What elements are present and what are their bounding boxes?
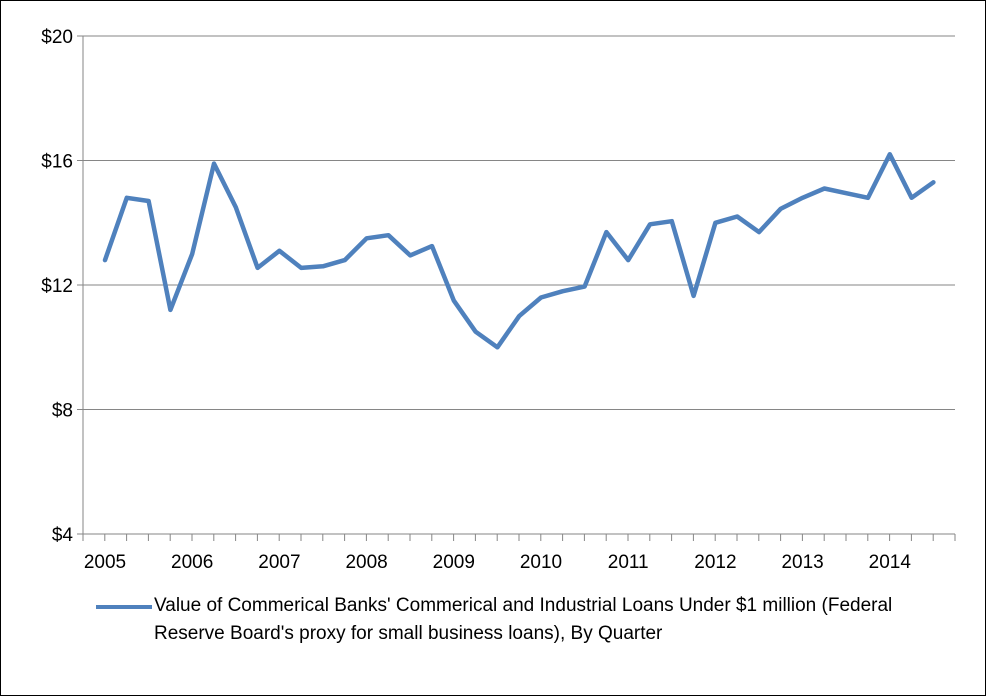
x-tick-label: 2008 <box>345 552 387 573</box>
x-tick-label: 2010 <box>520 552 562 573</box>
series-line-0 <box>102 152 936 350</box>
y-axis-ticks: $4 $8 $12 $16 $20 <box>41 27 84 546</box>
x-tick-label: 2007 <box>258 552 300 573</box>
x-tick-label: 2013 <box>781 552 823 573</box>
legend-label: Value of Commerical Banks' Commerical an… <box>154 595 893 644</box>
y-tick-label: $20 <box>41 27 73 48</box>
y-tick-label: $12 <box>41 276 73 297</box>
gridlines <box>83 35 955 535</box>
x-tick-label: 2011 <box>608 552 649 573</box>
legend-swatch <box>96 605 152 609</box>
x-tick-label: 2005 <box>84 552 126 573</box>
x-tick-label: 2012 <box>694 552 736 573</box>
y-tick-label: $8 <box>52 401 73 422</box>
y-tick-label: $16 <box>41 152 73 173</box>
y-tick-label: $4 <box>52 525 74 546</box>
x-axis: 2005 2006 2007 2008 2009 2010 2011 2012 2013 2014 <box>82 533 956 573</box>
x-tick-label: 2006 <box>171 552 213 573</box>
x-tick-label: 2009 <box>433 552 475 573</box>
series-layer <box>102 152 936 350</box>
x-tick-label: 2014 <box>869 552 912 573</box>
